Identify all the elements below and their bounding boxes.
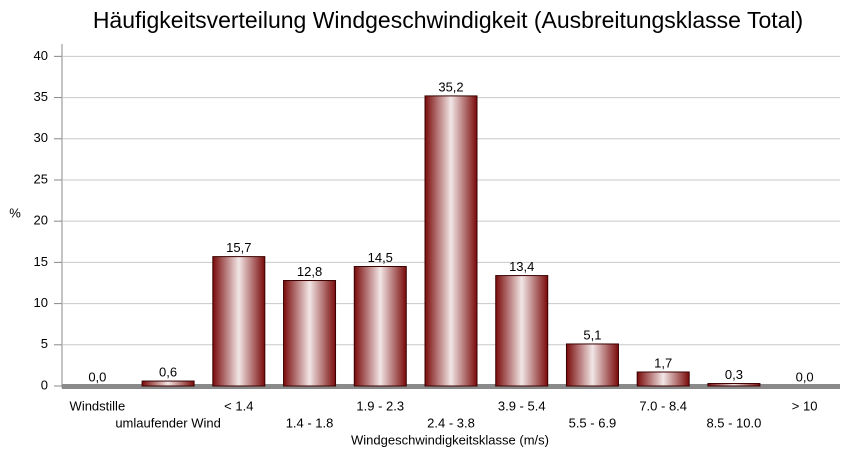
y-tick-label: 15 xyxy=(34,254,48,269)
y-tick-label: 5 xyxy=(41,336,48,351)
value-label: 0,6 xyxy=(159,364,177,379)
y-tick-label: 20 xyxy=(34,213,48,228)
y-tick-label: 25 xyxy=(34,171,48,186)
x-tick-label: > 10 xyxy=(792,398,818,413)
bar xyxy=(212,256,266,387)
y-tick-label: 35 xyxy=(34,89,48,104)
y-tick-label: 40 xyxy=(34,48,48,63)
bar xyxy=(495,275,549,387)
value-label: 0,0 xyxy=(796,369,814,384)
bar xyxy=(565,343,619,387)
y-tick-label: 30 xyxy=(34,130,48,145)
x-tick-label: 1.4 - 1.8 xyxy=(286,415,334,430)
x-tick-label: < 1.4 xyxy=(224,398,253,413)
value-label: 12,8 xyxy=(297,264,322,279)
bar xyxy=(424,95,478,387)
value-label: 5,1 xyxy=(583,327,601,342)
value-label: 14,5 xyxy=(368,250,393,265)
value-label: 15,7 xyxy=(226,240,251,255)
value-label: 0,3 xyxy=(725,367,743,382)
chart-title: Häufigkeitsverteilung Windgeschwindigkei… xyxy=(93,7,803,33)
x-tick-label: 2.4 - 3.8 xyxy=(427,415,475,430)
y-tick-label: 0 xyxy=(41,377,48,392)
x-axis-label: Windgeschwindigkeitsklasse (m/s) xyxy=(351,432,549,447)
value-label: 0,0 xyxy=(88,369,106,384)
y-tick-label: 10 xyxy=(34,295,48,310)
value-label: 13,4 xyxy=(509,259,534,274)
x-tick-label: 1.9 - 2.3 xyxy=(356,398,404,413)
x-tick-label: umlaufender Wind xyxy=(115,415,221,430)
x-tick-label: 8.5 - 10.0 xyxy=(706,415,761,430)
bar xyxy=(707,383,761,387)
bar xyxy=(141,380,195,387)
bar xyxy=(283,280,337,387)
value-label: 1,7 xyxy=(654,355,672,370)
bar xyxy=(353,266,407,387)
value-label: 35,2 xyxy=(438,79,463,94)
x-tick-label: Windstille xyxy=(70,398,126,413)
x-tick-label: 7.0 - 8.4 xyxy=(639,398,687,413)
x-tick-label: 3.9 - 5.4 xyxy=(498,398,546,413)
bar xyxy=(636,371,690,387)
y-axis-label: % xyxy=(9,205,21,220)
x-tick-label: 5.5 - 6.9 xyxy=(569,415,617,430)
